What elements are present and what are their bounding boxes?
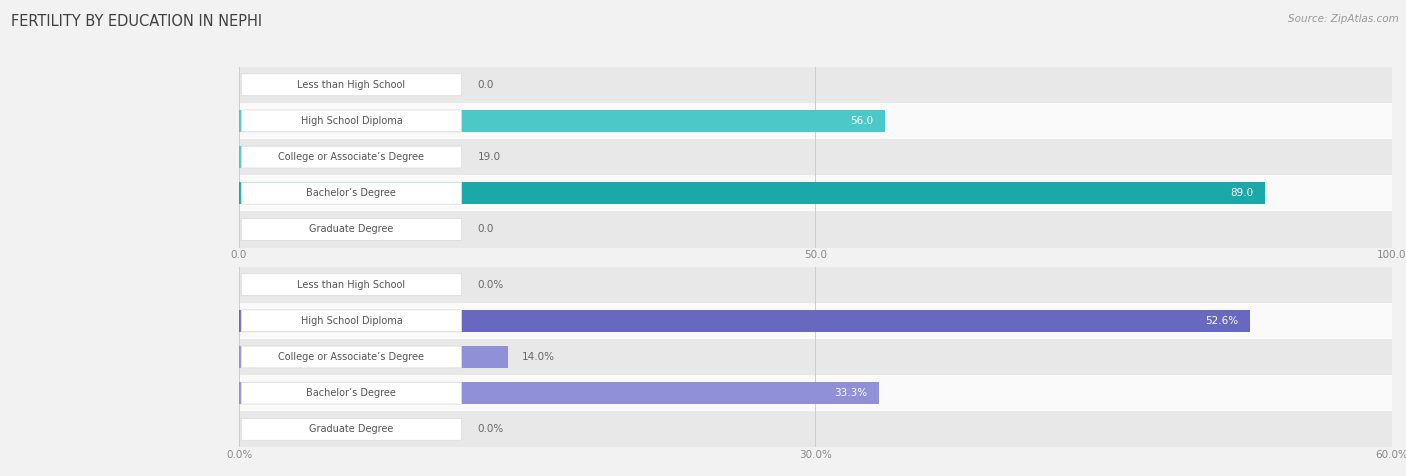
- Bar: [239, 339, 1392, 375]
- Text: 14.0%: 14.0%: [522, 352, 555, 362]
- FancyBboxPatch shape: [242, 310, 461, 332]
- Text: 52.6%: 52.6%: [1205, 316, 1239, 326]
- Bar: [239, 182, 1265, 204]
- Text: 33.3%: 33.3%: [834, 388, 868, 398]
- Text: Less than High School: Less than High School: [297, 79, 405, 90]
- FancyBboxPatch shape: [242, 274, 461, 296]
- Text: 0.0: 0.0: [478, 79, 494, 90]
- Text: College or Associate’s Degree: College or Associate’s Degree: [278, 152, 425, 162]
- Text: Graduate Degree: Graduate Degree: [309, 424, 394, 435]
- Text: High School Diploma: High School Diploma: [301, 316, 402, 326]
- Text: 0.0%: 0.0%: [478, 424, 503, 435]
- FancyBboxPatch shape: [242, 382, 461, 404]
- Bar: [239, 382, 879, 404]
- Bar: [239, 67, 1392, 103]
- Text: 56.0: 56.0: [851, 116, 873, 126]
- Bar: [239, 175, 1392, 211]
- Bar: [239, 310, 1250, 332]
- Text: College or Associate’s Degree: College or Associate’s Degree: [278, 352, 425, 362]
- Text: Bachelor’s Degree: Bachelor’s Degree: [307, 188, 396, 198]
- Text: 0.0: 0.0: [478, 224, 494, 235]
- Text: Source: ZipAtlas.com: Source: ZipAtlas.com: [1288, 14, 1399, 24]
- FancyBboxPatch shape: [242, 74, 461, 96]
- FancyBboxPatch shape: [242, 182, 461, 204]
- Bar: [239, 103, 1392, 139]
- Bar: [239, 375, 1392, 411]
- Bar: [239, 110, 884, 132]
- FancyBboxPatch shape: [242, 218, 461, 240]
- FancyBboxPatch shape: [242, 418, 461, 440]
- Bar: [239, 267, 1392, 303]
- FancyBboxPatch shape: [242, 146, 461, 168]
- FancyBboxPatch shape: [242, 110, 461, 132]
- Text: Graduate Degree: Graduate Degree: [309, 224, 394, 235]
- Bar: [239, 146, 458, 168]
- Bar: [239, 303, 1392, 339]
- Bar: [239, 411, 1392, 447]
- Bar: [239, 139, 1392, 175]
- Text: FERTILITY BY EDUCATION IN NEPHI: FERTILITY BY EDUCATION IN NEPHI: [11, 14, 263, 30]
- Bar: [239, 211, 1392, 248]
- Text: Less than High School: Less than High School: [297, 279, 405, 290]
- Text: 19.0: 19.0: [478, 152, 501, 162]
- Text: Bachelor’s Degree: Bachelor’s Degree: [307, 388, 396, 398]
- Text: 0.0%: 0.0%: [478, 279, 503, 290]
- Text: High School Diploma: High School Diploma: [301, 116, 402, 126]
- Bar: [239, 346, 508, 368]
- Text: 89.0: 89.0: [1230, 188, 1254, 198]
- FancyBboxPatch shape: [242, 346, 461, 368]
